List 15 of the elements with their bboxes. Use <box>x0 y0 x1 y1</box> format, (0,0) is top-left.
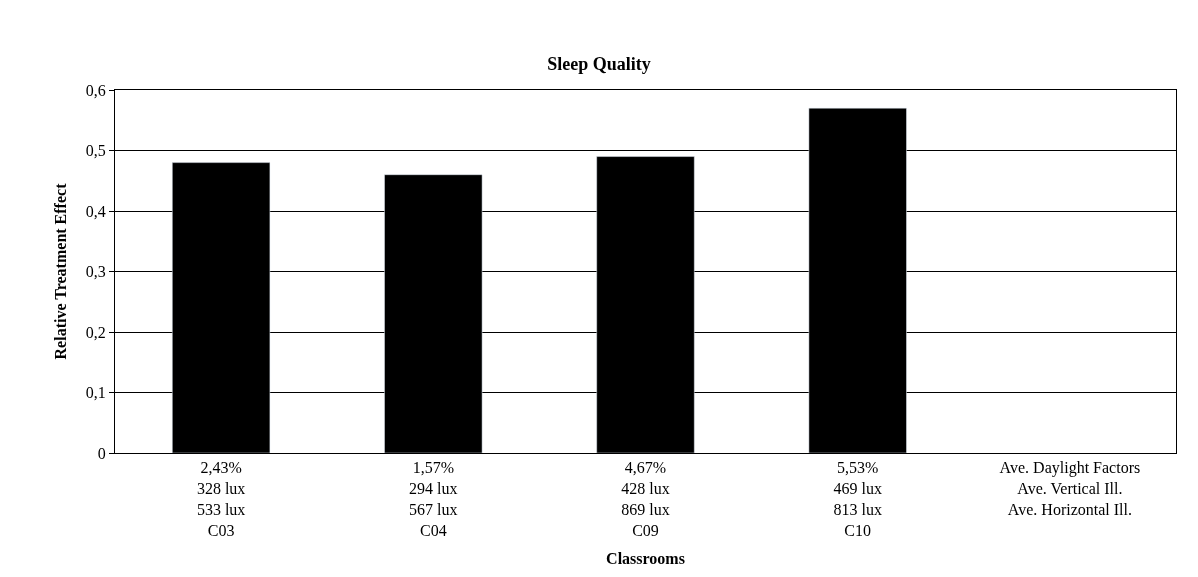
y-axis-title: Relative Treatment Effect <box>51 182 69 360</box>
y-tick-label: 0,3 <box>85 263 106 281</box>
x-axis-title: Classrooms <box>606 550 685 568</box>
x-tick-label: 1,57% 294 lux 567 lux C04 <box>409 459 458 539</box>
x-tick-label: Ave. Daylight Factors Ave. Vertical Ill. Ave. Horizontal Ill. <box>999 459 1141 518</box>
chart-title: Sleep Quality <box>547 54 651 75</box>
x-tick-label: 2,43% 328 lux 533 lux C03 <box>196 459 246 539</box>
y-tick-label: 0,2 <box>85 323 106 341</box>
y-tick-label: 0 <box>97 444 106 462</box>
y-tick-label: 0,4 <box>85 202 106 220</box>
y-tick-label: 0,1 <box>85 384 106 402</box>
x-tick-label: 4,67% 428 lux 869 lux C09 <box>621 459 670 539</box>
y-tick-label: 0,5 <box>85 142 106 160</box>
x-tick-label: 5,53% 469 lux 813 lux C10 <box>833 459 882 539</box>
y-tick-label: 0,6 <box>85 81 106 99</box>
